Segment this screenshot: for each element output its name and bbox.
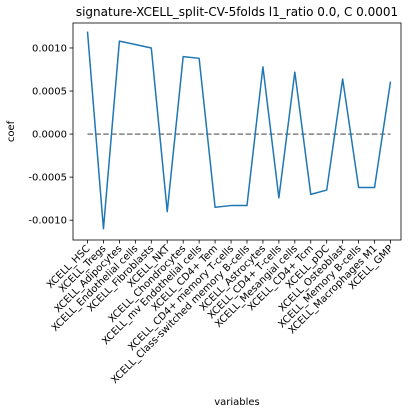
- series-line: [86, 31, 392, 230]
- y-tick-label: 0.0000: [32, 130, 67, 141]
- y-tick-label: 0.0010: [32, 43, 67, 54]
- y-tick-label: -0.0005: [28, 173, 67, 184]
- y-tick-label: 0.0005: [32, 87, 67, 98]
- y-tick-label: -0.0010: [28, 216, 67, 227]
- plot-frame: [72, 22, 402, 241]
- y-axis-title: coef: [6, 120, 17, 142]
- chart-title: signature-XCELL_split-CV-5folds l1_ratio…: [76, 5, 398, 19]
- x-axis-title: variables: [214, 397, 260, 408]
